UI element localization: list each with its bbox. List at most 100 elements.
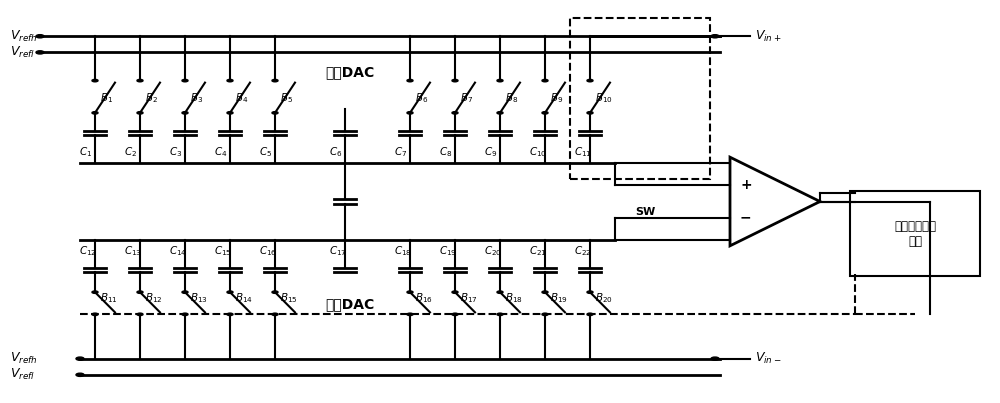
Circle shape <box>587 79 593 82</box>
Text: $B_{14}$: $B_{14}$ <box>235 291 253 305</box>
Circle shape <box>182 313 188 316</box>
Text: $C_6$: $C_6$ <box>329 145 342 159</box>
Circle shape <box>272 313 278 316</box>
Text: $B_{18}$: $B_{18}$ <box>505 291 523 305</box>
Text: $C_{16}$: $C_{16}$ <box>259 244 277 258</box>
Text: $V_{in-}$: $V_{in-}$ <box>755 351 782 366</box>
Text: $V_{in+}$: $V_{in+}$ <box>755 29 782 44</box>
Text: $B_3$: $B_3$ <box>190 91 203 104</box>
Text: $C_5$: $C_5$ <box>259 145 272 159</box>
Text: $C_{15}$: $C_{15}$ <box>214 244 232 258</box>
Text: $C_{10}$: $C_{10}$ <box>529 145 547 159</box>
Text: $C_{21}$: $C_{21}$ <box>529 244 547 258</box>
Circle shape <box>227 313 233 316</box>
FancyBboxPatch shape <box>850 191 980 276</box>
Circle shape <box>76 373 84 376</box>
Circle shape <box>182 112 188 114</box>
Circle shape <box>272 291 278 293</box>
Text: $B_{10}$: $B_{10}$ <box>595 91 613 104</box>
Circle shape <box>76 357 84 360</box>
Circle shape <box>452 291 458 293</box>
Text: $B_7$: $B_7$ <box>460 91 473 104</box>
Circle shape <box>92 291 98 293</box>
Circle shape <box>182 79 188 82</box>
Text: $C_8$: $C_8$ <box>439 145 452 159</box>
Text: $C_{18}$: $C_{18}$ <box>394 244 412 258</box>
Text: −: − <box>740 211 752 224</box>
Text: $C_9$: $C_9$ <box>484 145 497 159</box>
Circle shape <box>137 291 143 293</box>
Circle shape <box>497 291 503 293</box>
Text: $V_{refl}$: $V_{refl}$ <box>10 45 35 60</box>
Circle shape <box>182 291 188 293</box>
Circle shape <box>92 79 98 82</box>
Circle shape <box>92 313 98 316</box>
Text: 正端DAC: 正端DAC <box>325 66 375 79</box>
Text: $C_{13}$: $C_{13}$ <box>124 244 142 258</box>
Circle shape <box>587 313 593 316</box>
Text: $B_{12}$: $B_{12}$ <box>145 291 163 305</box>
Circle shape <box>227 79 233 82</box>
Text: $B_4$: $B_4$ <box>235 91 248 104</box>
Text: $C_7$: $C_7$ <box>394 145 407 159</box>
Text: $B_1$: $B_1$ <box>100 91 113 104</box>
Circle shape <box>227 291 233 293</box>
Text: $B_{19}$: $B_{19}$ <box>550 291 568 305</box>
Circle shape <box>587 291 593 293</box>
Circle shape <box>272 79 278 82</box>
Text: $B_9$: $B_9$ <box>550 91 563 104</box>
Text: $B_{17}$: $B_{17}$ <box>460 291 478 305</box>
Text: $C_{22}$: $C_{22}$ <box>574 244 592 258</box>
Text: $B_2$: $B_2$ <box>145 91 158 104</box>
Circle shape <box>137 112 143 114</box>
Text: $B_{11}$: $B_{11}$ <box>100 291 118 305</box>
Text: $B_5$: $B_5$ <box>280 91 293 104</box>
Text: $B_{15}$: $B_{15}$ <box>280 291 298 305</box>
Text: $V_{refh}$: $V_{refh}$ <box>10 351 38 366</box>
Text: $C_{14}$: $C_{14}$ <box>169 244 187 258</box>
Text: $C_{20}$: $C_{20}$ <box>484 244 502 258</box>
Circle shape <box>227 112 233 114</box>
Circle shape <box>407 313 413 316</box>
Circle shape <box>542 79 548 82</box>
Circle shape <box>452 79 458 82</box>
Circle shape <box>407 112 413 114</box>
Text: $B_{16}$: $B_{16}$ <box>415 291 433 305</box>
Text: $B_8$: $B_8$ <box>505 91 518 104</box>
Circle shape <box>452 112 458 114</box>
Circle shape <box>497 313 503 316</box>
Circle shape <box>711 357 719 360</box>
Text: $B_{20}$: $B_{20}$ <box>595 291 613 305</box>
Circle shape <box>36 35 44 38</box>
Circle shape <box>542 313 548 316</box>
Text: 逐次逼近控制
逻辑: 逐次逼近控制 逻辑 <box>894 220 936 248</box>
Text: +: + <box>740 179 752 192</box>
Circle shape <box>36 51 44 54</box>
Circle shape <box>497 79 503 82</box>
Circle shape <box>452 313 458 316</box>
Text: $C_{19}$: $C_{19}$ <box>439 244 457 258</box>
Text: $B_{13}$: $B_{13}$ <box>190 291 208 305</box>
Circle shape <box>497 112 503 114</box>
Circle shape <box>272 112 278 114</box>
Text: $C_2$: $C_2$ <box>124 145 137 159</box>
Text: $V_{refl}$: $V_{refl}$ <box>10 367 35 382</box>
Circle shape <box>587 112 593 114</box>
Circle shape <box>407 79 413 82</box>
Text: SW: SW <box>635 207 655 216</box>
Circle shape <box>137 313 143 316</box>
Text: $C_{11}$: $C_{11}$ <box>574 145 592 159</box>
Text: $C_1$: $C_1$ <box>79 145 92 159</box>
Text: $C_{12}$: $C_{12}$ <box>79 244 97 258</box>
Text: $C_{17}$: $C_{17}$ <box>329 244 347 258</box>
Text: $C_4$: $C_4$ <box>214 145 227 159</box>
Circle shape <box>92 112 98 114</box>
Circle shape <box>407 291 413 293</box>
Circle shape <box>711 35 719 38</box>
Circle shape <box>137 79 143 82</box>
Circle shape <box>542 291 548 293</box>
Text: $B_6$: $B_6$ <box>415 91 428 104</box>
Text: $V_{refh}$: $V_{refh}$ <box>10 29 38 44</box>
Text: $C_3$: $C_3$ <box>169 145 182 159</box>
Circle shape <box>542 112 548 114</box>
